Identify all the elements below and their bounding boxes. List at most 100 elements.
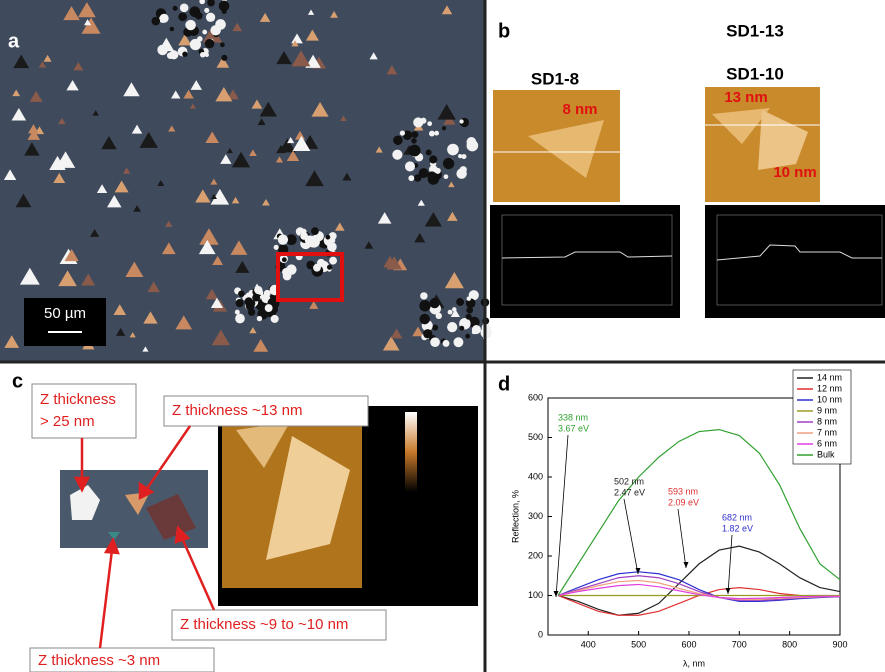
series-line — [558, 546, 840, 615]
thickness-label: 10 nm — [773, 164, 816, 181]
annotation: 593 nm — [668, 486, 698, 496]
flake — [426, 150, 432, 156]
flake — [429, 155, 437, 163]
flake — [411, 131, 418, 138]
color-bar — [405, 412, 417, 492]
arrow — [100, 550, 112, 648]
flake — [327, 265, 332, 270]
flake — [466, 314, 472, 320]
annotation-arrow — [728, 535, 732, 594]
flake — [236, 299, 244, 307]
flake — [329, 257, 337, 265]
flake — [202, 30, 207, 35]
flake — [448, 310, 453, 315]
legend-label: 10 nm — [817, 394, 842, 404]
flake — [257, 316, 262, 321]
flake — [274, 245, 279, 250]
flake — [222, 9, 227, 14]
flake — [467, 296, 471, 300]
thickness-label: 13 nm — [724, 89, 767, 106]
flake — [472, 325, 481, 334]
flake — [220, 42, 225, 47]
flake — [466, 307, 473, 314]
sample-label: SD1-8 — [531, 69, 579, 88]
legend-label: 9 nm — [817, 405, 837, 415]
annotation-arrow-head — [636, 568, 641, 574]
flake — [180, 4, 189, 13]
legend-label: 7 nm — [817, 427, 837, 437]
flake — [411, 138, 417, 144]
flake — [459, 119, 463, 123]
thickness-label: 8 nm — [562, 101, 597, 118]
y-tick-label: 600 — [528, 392, 543, 402]
annotation: 3.67 eV — [558, 423, 589, 433]
flake — [235, 314, 245, 324]
flake — [317, 259, 325, 267]
flake — [271, 315, 279, 323]
flake — [178, 12, 187, 21]
flake — [206, 13, 215, 22]
panel-label: a — [8, 30, 20, 52]
legend-label: 12 nm — [817, 383, 842, 393]
flake — [282, 257, 287, 262]
sample-label: SD1-10 — [726, 64, 784, 83]
y-tick-label: 200 — [528, 550, 543, 560]
x-tick-label: 700 — [732, 639, 747, 649]
flake — [238, 290, 245, 297]
callout-text: Z thickness ~9 to ~10 nm — [180, 616, 348, 633]
annotation-arrow — [556, 435, 568, 597]
flake — [300, 232, 308, 240]
flake — [151, 17, 160, 26]
flake — [456, 298, 464, 306]
y-tick-label: 0 — [538, 629, 543, 639]
flake — [452, 307, 457, 312]
flake — [429, 298, 439, 308]
flake — [195, 12, 203, 20]
y-tick-label: 400 — [528, 471, 543, 481]
annotation: 2.47 eV — [614, 487, 645, 497]
flake — [443, 158, 454, 169]
y-axis-label: Reflection, % — [510, 490, 520, 543]
scale-bar-label: 50 µm — [44, 305, 86, 322]
flake — [423, 329, 432, 338]
flake — [393, 136, 403, 146]
flake — [405, 161, 415, 171]
flake — [420, 118, 426, 124]
x-tick-label: 600 — [681, 639, 696, 649]
flake — [221, 55, 227, 61]
height-profile — [705, 205, 885, 318]
flake — [400, 130, 405, 135]
annotation-arrow-head — [554, 591, 559, 597]
flake — [459, 326, 464, 331]
x-tick-label: 500 — [631, 639, 646, 649]
legend-label: Bulk — [817, 449, 835, 459]
annotation: 2.09 eV — [668, 497, 699, 507]
flake — [265, 304, 273, 312]
x-tick-label: 900 — [832, 639, 847, 649]
legend-label: 14 nm — [817, 372, 842, 382]
flake — [235, 310, 240, 315]
annotation-arrow — [624, 499, 638, 574]
flake — [248, 300, 255, 307]
flake — [258, 290, 263, 295]
flake — [461, 154, 466, 159]
flake — [419, 168, 429, 178]
flake — [205, 53, 209, 57]
flake — [443, 340, 450, 347]
flake — [278, 235, 288, 245]
flake — [420, 292, 427, 299]
legend-label: 8 nm — [817, 416, 837, 426]
flake — [447, 144, 459, 156]
annotation: 502 nm — [614, 476, 644, 486]
annotation: 338 nm — [558, 412, 588, 422]
panel-label: b — [498, 20, 510, 42]
flake — [169, 50, 178, 59]
flake — [429, 131, 435, 137]
flake — [430, 337, 440, 347]
flake — [204, 8, 209, 13]
flake — [465, 334, 470, 339]
callout-text: Z thickness ~3 nm — [38, 652, 160, 669]
flake — [283, 272, 292, 281]
flake — [467, 140, 479, 152]
y-tick-label: 300 — [528, 511, 543, 521]
